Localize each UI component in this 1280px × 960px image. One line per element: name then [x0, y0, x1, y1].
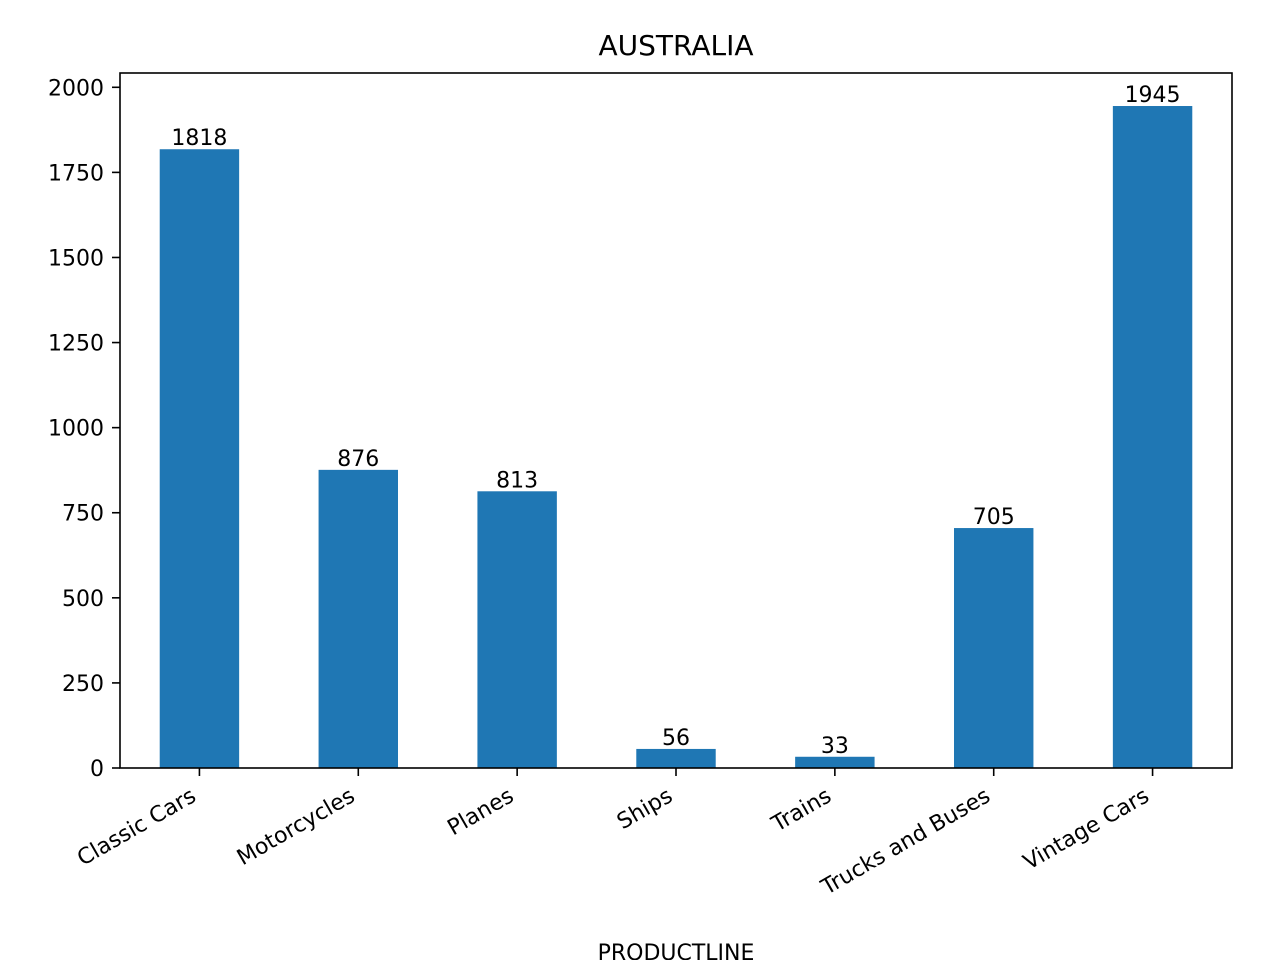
data-label-0: 1818	[171, 126, 227, 151]
data-label-2: 813	[496, 468, 538, 493]
y-tick-label-0: 0	[90, 757, 104, 782]
y-tick-label-6: 1500	[48, 246, 104, 271]
y-tick-label-2: 500	[62, 587, 104, 612]
data-label-3: 56	[662, 726, 690, 751]
x-tick-label-3: Ships	[613, 784, 677, 835]
bars	[159, 106, 1193, 768]
data-label-5: 705	[973, 505, 1015, 530]
x-axis-label: PRODUCTLINE	[598, 941, 755, 960]
bar-0	[159, 149, 240, 768]
chart-title: AUSTRALIA	[598, 29, 753, 62]
data-label-1: 876	[337, 447, 379, 472]
bar-3	[636, 748, 716, 768]
y-tick-label-3: 750	[62, 502, 104, 527]
y-tick-label-8: 2000	[48, 76, 104, 101]
x-tick-label-1: Motorcycles	[233, 784, 359, 871]
bar-4	[795, 756, 875, 768]
y-tick-label-1: 250	[62, 672, 104, 697]
x-tick-label-2: Planes	[443, 784, 518, 842]
x-tick-label-5: Trucks and Buses	[816, 784, 994, 901]
x-tick-label-6: Vintage Cars	[1019, 784, 1153, 876]
bar-6	[1112, 106, 1193, 768]
plot-frame	[119, 72, 1233, 769]
y-tick-label-7: 1750	[48, 161, 104, 186]
bar-1	[318, 469, 398, 768]
y-tick-label-5: 1250	[48, 332, 104, 357]
y-axis: 0 250 500 750 1000 1250 1500 1750 2000	[48, 76, 120, 782]
data-label-4: 33	[821, 734, 849, 759]
x-tick-label-0: Classic Cars	[73, 784, 200, 872]
data-label-6: 1945	[1125, 83, 1181, 108]
y-tick-label-4: 1000	[48, 417, 104, 442]
bar-5	[954, 528, 1034, 768]
bar-2	[477, 491, 557, 768]
data-labels: 1818 876 813 56 33 705 1945	[171, 83, 1180, 759]
x-tick-label-4: Trains	[767, 784, 836, 838]
x-axis: Classic Cars Motorcycles Planes Ships Trains…	[73, 768, 1154, 901]
